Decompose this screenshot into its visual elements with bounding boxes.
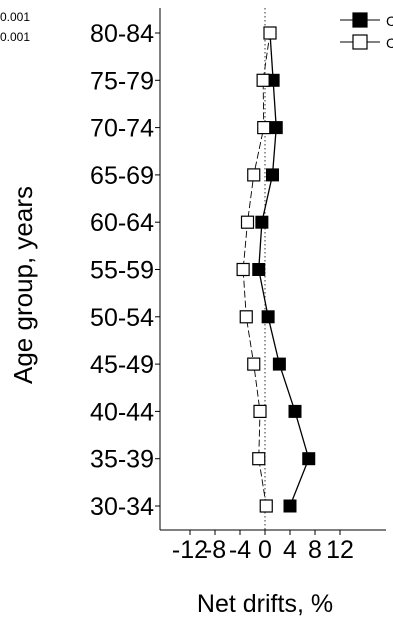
series-1-point [255,215,269,229]
y-axis-label: Age group, years [8,186,38,384]
series-2-point [252,452,266,466]
legend-label-1: C [386,13,393,29]
series-2-point [239,310,253,324]
side-annotation: 0.001 [0,10,30,24]
y-tick-label: 65-69 [90,162,154,190]
legend-label-2: C [386,35,393,51]
side-annotation: 0.001 [0,30,30,44]
series-1-point [261,310,275,324]
y-tick-label: 75-79 [90,67,154,95]
series-1-point [272,357,286,371]
series-1-point [302,452,316,466]
series-line-1 [258,32,310,507]
y-tick-label: 55-59 [90,257,154,285]
x-tick-label: 12 [326,536,354,564]
y-tick-label: 50-54 [90,304,154,332]
series-2-point [257,120,271,135]
x-tick-label: -8 [204,536,226,564]
legend-marker-1 [352,12,368,28]
series-1-point [283,499,297,513]
series-2-point [247,168,261,182]
x-tick-label: 8 [308,536,322,564]
y-tick-label: 35-39 [90,446,154,474]
x-tick-label: -12 [172,536,208,564]
y-tick-label: 70-74 [90,115,154,143]
x-tick-label: -4 [229,536,251,564]
series-2-point [240,215,255,229]
y-tick-label: 60-64 [90,209,154,237]
series-2-point [263,26,277,40]
y-tick-label: 45-49 [90,351,154,379]
x-tick-label: 4 [283,536,297,564]
y-tick-label: 30-34 [90,493,154,521]
series-2-point [236,262,250,277]
series-2-point [247,357,261,371]
series-1-point [266,168,279,182]
series-1-point [252,263,266,276]
series-2-point [256,73,270,87]
legend-marker-2 [352,34,368,50]
series-1-point [288,404,302,418]
x-tick-label: 0 [258,536,272,564]
series-2-point [259,499,273,513]
series-1-point [269,121,283,135]
y-tick-label: 40-44 [90,398,154,426]
x-axis-label: Net drifts, % [197,590,333,618]
series-2-point [253,404,267,418]
y-tick-label: 80-84 [90,20,154,48]
